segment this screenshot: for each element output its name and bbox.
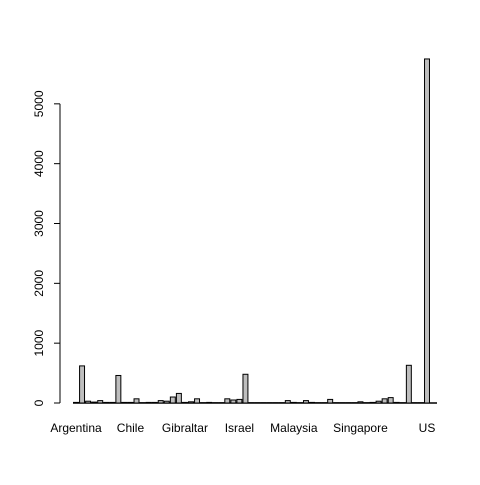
- y-tick-label: 1000: [32, 329, 46, 356]
- bar: [104, 402, 109, 403]
- bar: [122, 402, 127, 403]
- bar: [225, 399, 230, 403]
- bar: [116, 375, 121, 403]
- bar: [382, 399, 387, 403]
- y-tick-label: 5000: [32, 90, 46, 117]
- bar: [310, 402, 315, 403]
- bar: [207, 402, 212, 403]
- bar: [291, 402, 296, 403]
- bar: [237, 399, 242, 403]
- bar: [195, 399, 200, 403]
- bar: [128, 402, 133, 403]
- x-tick-label: Malaysia: [270, 421, 318, 435]
- bar: [425, 59, 430, 403]
- bar: [189, 402, 194, 403]
- x-tick-label: US: [419, 421, 436, 435]
- bar: [170, 397, 175, 403]
- x-tick-label: Singapore: [333, 421, 388, 435]
- x-tick-label: Gibraltar: [162, 421, 208, 435]
- bar: [176, 393, 181, 403]
- bar: [303, 401, 308, 403]
- bar: [243, 374, 248, 403]
- bar: [134, 399, 139, 403]
- y-tick-label: 2000: [32, 270, 46, 297]
- bar: [328, 399, 333, 403]
- bar: [406, 365, 411, 403]
- bar: [394, 402, 399, 403]
- bar: [370, 402, 375, 403]
- bar: [74, 402, 79, 403]
- x-tick-label: Israel: [225, 421, 254, 435]
- y-tick-label: 3000: [32, 210, 46, 237]
- bar: [146, 402, 151, 403]
- bar: [388, 398, 393, 403]
- bar: [158, 401, 163, 403]
- bar: [110, 402, 115, 403]
- y-tick-label: 0: [32, 399, 46, 406]
- x-tick-label: Chile: [117, 421, 145, 435]
- x-tick-label: Argentina: [50, 421, 102, 435]
- bar: [285, 401, 290, 403]
- bar: [98, 401, 103, 403]
- bar: [182, 402, 187, 403]
- bar: [80, 366, 85, 403]
- bar: [164, 401, 169, 403]
- y-tick-label: 4000: [32, 150, 46, 177]
- bar: [152, 402, 157, 403]
- bar: [86, 401, 91, 403]
- bar: [92, 402, 97, 403]
- bar: [358, 402, 363, 403]
- bar: [376, 401, 381, 403]
- bar: [231, 400, 236, 403]
